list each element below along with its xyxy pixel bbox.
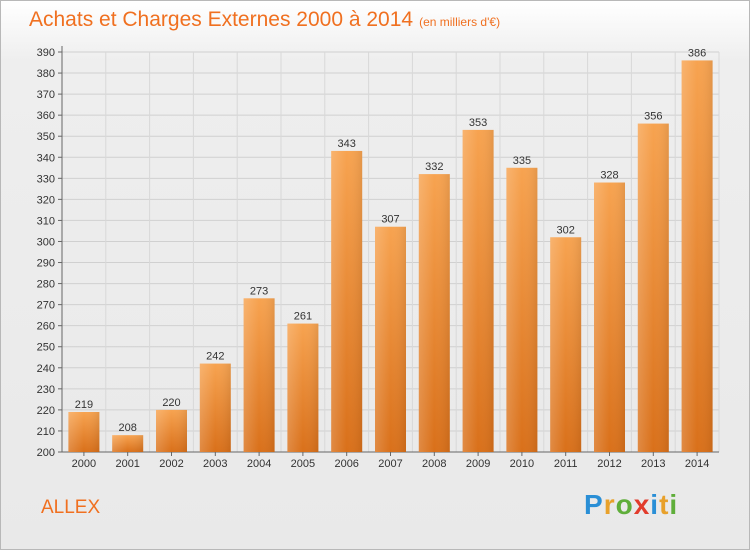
y-tick-label: 350 — [37, 131, 55, 143]
y-tick-label: 320 — [37, 194, 55, 206]
data-label: 307 — [381, 214, 399, 226]
data-label: 219 — [75, 399, 93, 411]
y-tick-label: 220 — [37, 405, 55, 417]
bar-shade — [156, 409, 187, 452]
x-tick-label: 2013 — [641, 458, 665, 470]
chart-title: Achats et Charges Externes 2000 à 2014 (e… — [29, 8, 500, 32]
x-tick-label: 2008 — [422, 458, 446, 470]
y-tick-label: 390 — [37, 47, 55, 59]
bar-shade — [68, 412, 100, 452]
x-tick-label: 2012 — [597, 458, 621, 470]
y-tick-label: 380 — [37, 68, 55, 80]
bar-shade — [287, 323, 319, 452]
bar-shade — [375, 226, 406, 452]
x-tick-label: 2006 — [334, 458, 358, 470]
data-label: 328 — [600, 170, 618, 182]
y-tick-label: 290 — [37, 258, 55, 270]
x-tick-label: 2005 — [291, 458, 315, 470]
axes: 200 210 220 230 240 250 260 270 280 290 300 310 320 3… — [37, 46, 719, 470]
data-label: 343 — [338, 138, 356, 150]
logo-letter: x — [633, 489, 651, 520]
x-tick-label: 2000 — [72, 458, 96, 470]
y-tick-label: 240 — [37, 363, 55, 375]
x-tick-label: 2002 — [159, 458, 183, 470]
bar-shade — [112, 435, 144, 452]
logo-letter: i — [669, 489, 679, 520]
data-label: 302 — [557, 224, 575, 236]
x-tick-label: 2007 — [378, 458, 402, 470]
chart-subtitle: (en milliers d'€) — [419, 15, 501, 29]
x-tick-label: 2009 — [466, 458, 490, 470]
chart-title-text: Achats et Charges Externes 2000 à 2014 — [29, 8, 414, 31]
data-labels: 219 208 220 242 273 261 343 307 332 353 335 302 328 3… — [75, 47, 707, 434]
y-tick-label: 340 — [37, 152, 55, 164]
logo-letter: P — [584, 489, 604, 520]
bar-shade — [550, 237, 582, 452]
y-tick-label: 330 — [37, 173, 55, 185]
data-label: 261 — [294, 311, 312, 323]
y-tick-label: 200 — [37, 447, 55, 459]
x-tick-label: 2003 — [203, 458, 227, 470]
proxiti-logo: Proxiti — [584, 489, 678, 521]
y-tick-label: 300 — [37, 236, 55, 248]
bar-shade — [243, 298, 275, 452]
bar-shade — [681, 60, 713, 452]
y-tick-label: 270 — [37, 300, 55, 312]
x-tick-label: 2011 — [554, 458, 578, 470]
data-label: 242 — [206, 351, 224, 363]
y-tick-label: 370 — [37, 89, 55, 101]
bars — [68, 60, 713, 453]
location-label: ALLEX — [41, 497, 101, 518]
x-tick-label: 2004 — [247, 458, 271, 470]
data-label: 332 — [425, 161, 443, 173]
y-tick-label: 280 — [37, 279, 55, 291]
bar-shade — [506, 167, 538, 452]
data-label: 335 — [513, 155, 531, 167]
x-tick-label: 2001 — [115, 458, 139, 470]
bar-shade — [418, 174, 450, 452]
data-label: 353 — [469, 117, 487, 129]
y-tick-label: 360 — [37, 110, 55, 122]
logo-letter: i — [650, 489, 660, 520]
data-label: 273 — [250, 285, 268, 297]
x-tick-label: 2010 — [510, 458, 534, 470]
data-label: 356 — [644, 111, 662, 123]
bar-shade — [199, 363, 231, 452]
bar-shade — [594, 182, 625, 453]
y-tick-label: 230 — [37, 384, 55, 396]
x-tick-label: 2014 — [685, 458, 709, 470]
logo-letter: r — [603, 489, 616, 520]
y-tick-label: 210 — [37, 426, 55, 438]
y-tick-label: 250 — [37, 342, 55, 354]
data-label: 208 — [119, 422, 137, 434]
bar-shade — [637, 123, 669, 452]
logo-letter: t — [659, 489, 670, 520]
bar-shade — [462, 129, 494, 453]
data-label: 220 — [162, 397, 180, 409]
bar-shade — [331, 150, 363, 452]
data-label: 386 — [688, 47, 706, 59]
y-tick-label: 260 — [37, 321, 55, 333]
y-tick-label: 310 — [37, 215, 55, 227]
logo-letter: o — [615, 489, 634, 520]
